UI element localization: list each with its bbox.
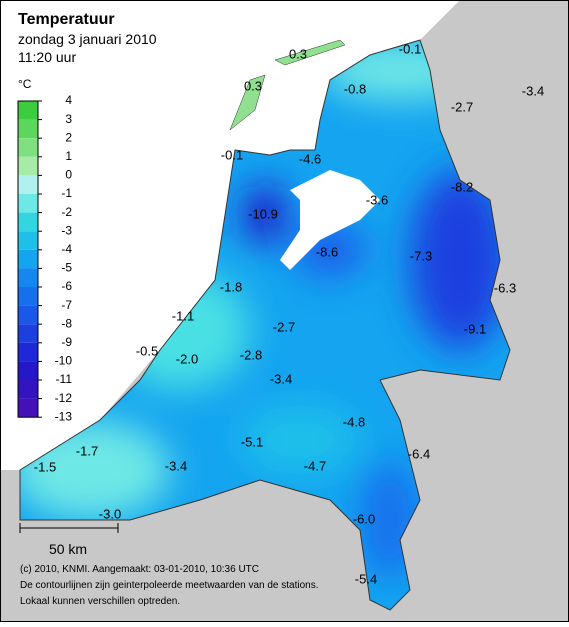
legend-tick-label: -4 <box>61 242 72 256</box>
station-value: 0.3 <box>289 46 307 61</box>
legend-swatch <box>18 212 38 232</box>
legend-tick-label: -7 <box>61 298 72 312</box>
legend-unit: °C <box>18 77 32 91</box>
station-value: -8.6 <box>316 244 338 259</box>
station-value: -4.7 <box>304 458 326 473</box>
legend-swatch <box>18 101 38 120</box>
credit-line: De contourlijnen zijn geinterpoleerde me… <box>20 580 319 591</box>
legend-swatch <box>18 398 38 418</box>
legend-swatch <box>18 380 38 399</box>
station-value: -3.4 <box>270 371 292 386</box>
date: zondag 3 januari 2010 <box>18 31 157 47</box>
legend-tick-label: -13 <box>55 409 73 423</box>
legend-tick-label: 3 <box>65 112 72 126</box>
island <box>229 74 266 131</box>
station-value: -1.7 <box>76 443 98 458</box>
station-value: -2.0 <box>176 351 198 366</box>
station-value: -0.5 <box>136 343 158 358</box>
legend-tick-label: -8 <box>61 316 72 330</box>
station-value: -0.1 <box>399 41 421 56</box>
legend-swatch <box>18 268 38 287</box>
station-value: -0.8 <box>344 81 366 96</box>
station-value: -5.1 <box>241 434 263 449</box>
time: 11:20 uur <box>18 49 76 65</box>
legend-tick-label: -5 <box>61 261 72 275</box>
station-value: -3.4 <box>165 458 187 473</box>
station-value: -4.8 <box>343 414 365 429</box>
station-value: -3.6 <box>366 192 388 207</box>
scale-label: 50 km <box>49 541 87 557</box>
station-value: -9.1 <box>464 321 486 336</box>
stations: 0.3 -0.1 -0.8 -2.7 -3.4 0.3 -0.1 -4.6 -3.6 -8.2 -1… <box>34 41 544 586</box>
legend-swatch <box>18 119 38 139</box>
legend-tick-label: -2 <box>61 205 72 219</box>
legend-tick-label: -1 <box>61 186 72 200</box>
legend-swatch <box>18 342 38 362</box>
station-value: -1.8 <box>220 279 242 294</box>
legend-swatch <box>18 175 38 194</box>
title: Temperatuur <box>18 11 115 28</box>
sea <box>0 0 460 470</box>
legend-tick-label: 2 <box>65 130 72 144</box>
station-value: 0.3 <box>244 78 262 93</box>
station-value: -2.7 <box>273 319 295 334</box>
legend-tick-label: -6 <box>61 279 72 293</box>
legend-swatch <box>18 361 38 380</box>
legend-tick-label: -12 <box>55 391 73 405</box>
station-value: -3.0 <box>99 506 121 521</box>
legend-swatch <box>18 324 38 343</box>
legend-swatch <box>18 156 38 176</box>
credit-line: Lokaal kunnen verschillen optreden. <box>20 596 180 607</box>
credit-line: (c) 2010, KNMI. Aangemaakt: 03-01-2010, … <box>20 564 259 575</box>
legend-tick-label: -11 <box>56 372 73 386</box>
station-value: -4.6 <box>299 151 321 166</box>
legend-tick-label: 1 <box>65 149 72 163</box>
legend-tick-label: -10 <box>55 354 73 368</box>
legend-swatch <box>18 249 38 269</box>
legend-swatch <box>18 305 38 325</box>
legend-tick-label: 0 <box>65 168 72 182</box>
station-value: -2.7 <box>451 99 473 114</box>
station-value: -8.2 <box>451 179 473 194</box>
legend-border <box>17 100 39 418</box>
station-value: -2.8 <box>240 347 262 362</box>
station-value: -5.4 <box>355 571 377 586</box>
legend-swatch <box>18 194 38 213</box>
station-value: -1.1 <box>172 308 194 323</box>
station-value: -7.3 <box>410 248 432 263</box>
station-value: -3.4 <box>522 83 544 98</box>
legend-tick-label: -3 <box>61 223 72 237</box>
legend: 4 3 2 1 0 -1 -2 -3 -4 -5 -6 -7 -8 -9 -10 -11 -12 -13 <box>17 93 73 423</box>
legend-tick-label: -9 <box>61 335 72 349</box>
legend-swatch <box>18 287 38 306</box>
station-value: -6.3 <box>494 280 516 295</box>
island <box>274 39 346 66</box>
legend-swatch <box>18 138 38 157</box>
station-value: -6.0 <box>353 511 375 526</box>
legend-tick-label: 4 <box>65 93 72 107</box>
station-value: -0.1 <box>221 147 243 162</box>
station-value: -6.4 <box>408 446 430 461</box>
legend-swatch <box>18 231 38 250</box>
station-value: -1.5 <box>34 459 56 474</box>
station-value: -10.9 <box>248 206 278 221</box>
